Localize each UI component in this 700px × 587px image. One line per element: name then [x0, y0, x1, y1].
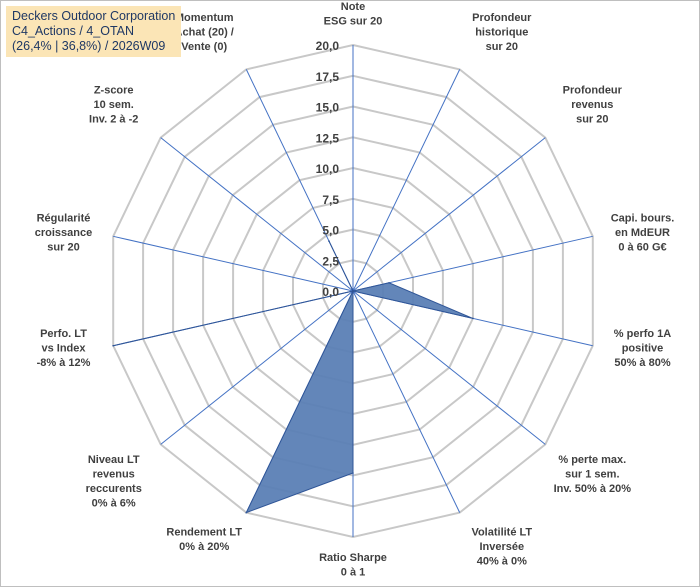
axis-label-line: historique	[475, 27, 528, 39]
axis-label: Régularité croissance sur 20	[35, 212, 92, 253]
axis-label-line: sur 1 sem.	[565, 469, 619, 481]
axis-spoke	[352, 290, 546, 445]
axis-label-line: Momentum	[175, 12, 234, 24]
axis-label-line: croissance	[35, 227, 92, 239]
tick-label: 7,5	[322, 193, 339, 207]
axis-label-line: Profondeur	[563, 84, 623, 96]
series-point	[328, 240, 330, 242]
axis-label-line: Volatilité LT	[471, 526, 532, 538]
axis-label-line: Rendement LT	[166, 526, 242, 538]
axis-label: Perfo. LT vs Index -8% à 12%	[37, 328, 91, 369]
axis-spoke	[160, 137, 354, 292]
tick-label: 5,0	[322, 224, 339, 238]
axis-label-line: Ratio Sharpe	[319, 552, 387, 564]
axis-label-line: reccurents	[86, 483, 142, 495]
axis-spoke	[352, 137, 546, 292]
axis-label-line: sur 20	[47, 241, 79, 253]
axis-spoke	[352, 235, 593, 292]
axis-label-line: % perfo 1A	[614, 328, 672, 340]
axis-label-line: sur 20	[576, 113, 608, 125]
axis-label-line: Inv. 2 à -2	[89, 113, 138, 125]
axis-spoke	[352, 290, 461, 513]
radar-series	[112, 240, 474, 514]
axis-label-line: Niveau LT	[88, 454, 140, 466]
axis-label-line: en MdEUR	[615, 227, 670, 239]
axis-label: Z-score 10 sem. Inv. 2 à -2	[89, 84, 138, 125]
axis-label-line: Vente (0)	[181, 41, 227, 53]
axis-label-line: revenus	[571, 99, 613, 111]
axis-label-line: Profondeur	[472, 12, 532, 24]
axis-spoke	[160, 290, 354, 445]
axis-label: Profondeur revenus sur 20	[563, 84, 623, 125]
axis-label: Volatilité LT Inversée 40% à 0%	[471, 526, 532, 567]
axis-label-line: 10 sem.	[94, 99, 134, 111]
axis-label-line: Note	[341, 1, 365, 13]
axis-label-line: ESG sur 20	[324, 16, 383, 28]
axis-label: Note ESG sur 20	[324, 1, 383, 28]
series-point	[245, 511, 248, 514]
axis-label-line: Z-score	[94, 84, 134, 96]
tick-label: 12,5	[316, 131, 340, 145]
axis-label: Ratio Sharpe 0 à 1	[319, 552, 387, 579]
tick-label: 0,0	[322, 285, 339, 299]
axis-label-line: % perte max.	[558, 454, 626, 466]
axis-label-line: 50% à 80%	[614, 357, 670, 369]
axis-label-line: 0 à 1	[341, 567, 365, 579]
series-point	[352, 290, 354, 292]
axis-label-line: Capi. bours.	[611, 212, 675, 224]
axis-label-line: -8% à 12%	[37, 357, 91, 369]
series-point	[388, 282, 390, 284]
axis-label: Niveau LT revenus reccurents 0% à 6%	[86, 454, 142, 510]
axis-label-line: sur 20	[486, 41, 518, 53]
tick-label: 17,5	[316, 70, 340, 84]
radar-tick-labels: 0,0 2,5 5,0 7,5 10,0 12,5 15,0 17,5 20,0	[316, 39, 340, 299]
axis-label-line: 40% à 0%	[477, 555, 527, 567]
axis-spoke	[113, 235, 354, 292]
axis-label: Capi. bours. en MdEUR 0 à 60 G€	[611, 212, 675, 253]
axis-label: % perfo 1A positive 50% à 80%	[614, 328, 672, 369]
axis-label-line: revenus	[93, 469, 135, 481]
axis-label-line: vs Index	[41, 343, 86, 355]
radar-axis-labels: Note ESG sur 20 Profondeur historique sur 20…	[35, 1, 675, 579]
series-point	[112, 344, 114, 347]
axis-label: Momentum Achat (20) / Vente (0)	[175, 12, 234, 53]
axis-label-line: 0 à 60 G€	[618, 241, 666, 253]
axis-label-line: Inversée	[479, 541, 524, 553]
series-point	[352, 472, 354, 474]
axis-label: Profondeur historique sur 20	[472, 12, 532, 53]
axis-spoke	[352, 69, 461, 292]
axis-label-line: Inv. 50% à 20%	[554, 483, 632, 495]
axis-label-line: positive	[622, 343, 664, 355]
axis-label: Rendement LT 0% à 20%	[166, 526, 242, 553]
axis-label-line: Régularité	[37, 212, 91, 224]
tick-label: 15,0	[316, 101, 340, 115]
series-point	[472, 317, 474, 320]
tick-label: 10,0	[316, 162, 340, 176]
axis-label-line: 0% à 20%	[179, 541, 229, 553]
axis-label-line: Achat (20) /	[175, 27, 234, 39]
chart-title: Deckers Outdoor Corporation C4_Actions /…	[6, 6, 182, 57]
tick-label: 20,0	[316, 39, 340, 53]
axis-label: % perte max. sur 1 sem. Inv. 50% à 20%	[554, 454, 632, 495]
axis-label-line: 0% à 6%	[92, 498, 136, 510]
axis-label-line: Perfo. LT	[40, 328, 87, 340]
tick-label: 2,5	[322, 254, 339, 268]
